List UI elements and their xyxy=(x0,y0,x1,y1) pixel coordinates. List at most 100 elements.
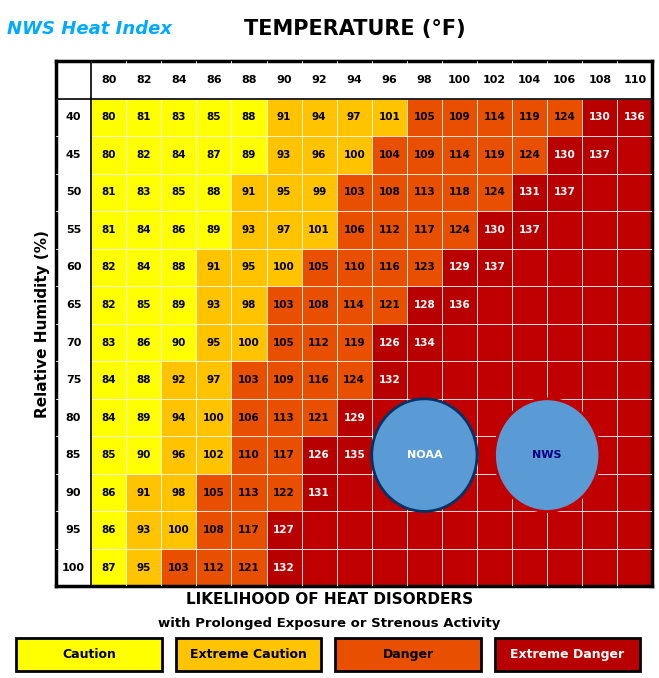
Bar xyxy=(337,474,372,511)
Text: Danger: Danger xyxy=(382,648,434,661)
Text: 113: 113 xyxy=(413,187,435,197)
Bar xyxy=(512,474,547,511)
Bar xyxy=(407,324,442,361)
Bar xyxy=(302,549,337,586)
Bar xyxy=(372,399,407,437)
Bar xyxy=(547,249,583,286)
Bar xyxy=(617,399,652,437)
Bar xyxy=(583,437,617,474)
Bar xyxy=(442,174,477,211)
FancyBboxPatch shape xyxy=(176,638,321,671)
Text: 130: 130 xyxy=(484,225,505,235)
Text: 81: 81 xyxy=(101,187,116,197)
Bar xyxy=(372,324,407,361)
Text: 95: 95 xyxy=(136,563,151,573)
Text: 104: 104 xyxy=(378,150,400,160)
Bar xyxy=(337,174,372,211)
Bar xyxy=(266,174,302,211)
Bar xyxy=(126,249,161,286)
Bar xyxy=(477,549,512,586)
Bar xyxy=(231,249,266,286)
Bar xyxy=(196,211,231,249)
Bar xyxy=(302,136,337,174)
Bar xyxy=(337,211,372,249)
Bar xyxy=(372,511,407,549)
Bar xyxy=(126,474,161,511)
Bar xyxy=(442,98,477,136)
Text: 89: 89 xyxy=(242,150,256,160)
Bar xyxy=(442,249,477,286)
Bar xyxy=(266,399,302,437)
Text: 94: 94 xyxy=(171,413,186,422)
Bar xyxy=(161,324,196,361)
Text: 86: 86 xyxy=(171,225,186,235)
Bar xyxy=(56,61,652,98)
Bar xyxy=(337,324,372,361)
Bar xyxy=(477,511,512,549)
Text: 110: 110 xyxy=(343,262,365,273)
Bar xyxy=(231,98,266,136)
Bar xyxy=(372,98,407,136)
Bar xyxy=(196,437,231,474)
Bar xyxy=(617,249,652,286)
Text: 100: 100 xyxy=(238,338,260,348)
Text: 103: 103 xyxy=(238,375,260,385)
Text: 121: 121 xyxy=(238,563,260,573)
Bar xyxy=(372,361,407,399)
Bar xyxy=(126,511,161,549)
Bar xyxy=(91,286,126,324)
Text: Extreme Danger: Extreme Danger xyxy=(511,648,625,661)
Text: 88: 88 xyxy=(241,75,257,85)
Bar xyxy=(161,511,196,549)
Text: 40: 40 xyxy=(66,113,81,122)
Text: 91: 91 xyxy=(136,487,151,498)
Text: 106: 106 xyxy=(238,413,260,422)
Text: 82: 82 xyxy=(101,262,116,273)
Text: NWS: NWS xyxy=(532,450,562,460)
Bar xyxy=(583,98,617,136)
Bar xyxy=(231,211,266,249)
Bar xyxy=(583,174,617,211)
Bar xyxy=(617,211,652,249)
Bar xyxy=(547,98,583,136)
Text: 91: 91 xyxy=(207,262,221,273)
Text: 132: 132 xyxy=(273,563,295,573)
Text: 108: 108 xyxy=(378,187,400,197)
Text: NWS Heat Index: NWS Heat Index xyxy=(7,20,171,38)
Bar xyxy=(547,136,583,174)
Bar xyxy=(91,474,126,511)
Text: 119: 119 xyxy=(519,113,540,122)
Bar xyxy=(512,174,547,211)
Bar xyxy=(302,249,337,286)
Bar xyxy=(477,286,512,324)
Bar xyxy=(126,549,161,586)
Bar xyxy=(337,136,372,174)
Text: 88: 88 xyxy=(171,262,186,273)
Bar xyxy=(266,549,302,586)
Text: 55: 55 xyxy=(66,225,81,235)
Bar xyxy=(512,98,547,136)
Bar xyxy=(337,98,372,136)
FancyBboxPatch shape xyxy=(335,638,480,671)
Bar xyxy=(91,174,126,211)
Text: 87: 87 xyxy=(101,563,116,573)
Text: 137: 137 xyxy=(589,150,611,160)
Text: 105: 105 xyxy=(308,262,330,273)
Bar xyxy=(302,474,337,511)
Bar xyxy=(583,136,617,174)
Bar xyxy=(302,399,337,437)
Bar xyxy=(91,399,126,437)
Text: 106: 106 xyxy=(343,225,365,235)
Bar xyxy=(302,511,337,549)
Text: 117: 117 xyxy=(413,225,436,235)
Text: 100: 100 xyxy=(203,413,225,422)
Bar xyxy=(547,399,583,437)
Bar xyxy=(126,211,161,249)
Bar xyxy=(442,286,477,324)
Bar xyxy=(196,474,231,511)
Bar xyxy=(196,324,231,361)
Text: 130: 130 xyxy=(554,150,575,160)
Bar xyxy=(126,286,161,324)
Bar xyxy=(407,474,442,511)
Text: 121: 121 xyxy=(308,413,330,422)
